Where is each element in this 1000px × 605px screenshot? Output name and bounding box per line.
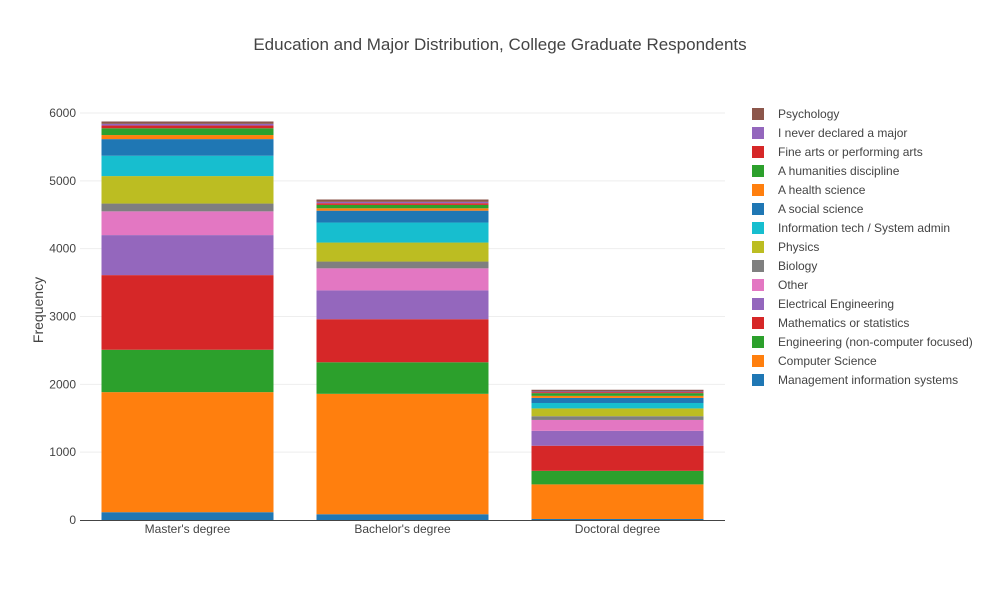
bar-segment xyxy=(101,176,274,204)
bar-segment xyxy=(531,445,704,471)
legend-label: A humanities discipline xyxy=(778,164,900,178)
bar-segment xyxy=(101,392,274,513)
bar-segment xyxy=(531,416,704,420)
legend-swatch xyxy=(752,355,764,367)
bar-segment xyxy=(316,222,489,243)
legend-swatch xyxy=(752,184,764,196)
bar-segment xyxy=(531,391,704,393)
legend-swatch xyxy=(752,336,764,348)
y-tick-label: 0 xyxy=(69,513,76,527)
legend-swatch xyxy=(752,241,764,253)
bar-segment xyxy=(316,393,489,515)
bar-segment xyxy=(101,121,274,124)
y-tick-label: 1000 xyxy=(49,445,76,459)
bar-segment xyxy=(101,155,274,177)
legend-label: Management information systems xyxy=(778,373,958,387)
legend-label: Physics xyxy=(778,240,819,254)
bar-segment xyxy=(316,199,489,202)
legend-swatch xyxy=(752,317,764,329)
bar-segment xyxy=(316,319,489,363)
y-tick-label: 3000 xyxy=(49,310,76,324)
x-tick-label: Master's degree xyxy=(145,522,231,536)
legend-swatch xyxy=(752,222,764,234)
legend-label: Fine arts or performing arts xyxy=(778,145,923,159)
x-tick-label: Doctoral degree xyxy=(575,522,661,536)
legend-label: Other xyxy=(778,278,808,292)
bar-segment xyxy=(531,397,704,403)
bar-segment xyxy=(101,349,274,393)
legend-swatch xyxy=(752,374,764,386)
bar-segment xyxy=(101,135,274,140)
bar-segment xyxy=(531,430,704,446)
legend-label: Engineering (non-computer focused) xyxy=(778,335,973,349)
bar-segment xyxy=(531,393,704,396)
y-tick-label: 5000 xyxy=(49,174,76,188)
legend: Psychology I never declared a major Fine a… xyxy=(752,107,973,387)
y-axis-title: Frequency xyxy=(30,277,46,343)
y-tick-label: 6000 xyxy=(49,106,76,120)
bar-segment xyxy=(316,362,489,394)
legend-label: Mathematics or statistics xyxy=(778,316,909,330)
x-tick-label: Bachelor's degree xyxy=(354,522,451,536)
legend-swatch xyxy=(752,279,764,291)
legend-swatch xyxy=(752,127,764,139)
legend-label: Biology xyxy=(778,259,817,273)
legend-swatch xyxy=(752,108,764,120)
bar-segment xyxy=(101,123,274,126)
bars xyxy=(101,121,704,520)
legend-label: Electrical Engineering xyxy=(778,297,894,311)
bar-segment xyxy=(531,408,704,417)
bar-segment xyxy=(101,203,274,212)
legend-swatch xyxy=(752,203,764,215)
legend-label: A health science xyxy=(778,183,866,197)
y-tick-label: 2000 xyxy=(49,377,76,391)
chart-title: Education and Major Distribution, Colleg… xyxy=(253,35,746,54)
legend-swatch xyxy=(752,146,764,158)
legend-swatch xyxy=(752,165,764,177)
bar-segment xyxy=(316,268,489,291)
legend-label: Computer Science xyxy=(778,354,877,368)
bar-segment xyxy=(531,470,704,485)
legend-label: Psychology xyxy=(778,107,839,121)
bar-segment xyxy=(101,139,274,156)
bar-segment xyxy=(316,203,489,205)
bar-segment xyxy=(101,128,274,136)
bar-segment xyxy=(101,512,274,520)
bar-segment xyxy=(101,275,274,350)
legend-label: I never declared a major xyxy=(778,126,907,140)
legend-label: A social science xyxy=(778,202,864,216)
legend-swatch xyxy=(752,260,764,272)
bar-segment xyxy=(101,211,274,236)
bar-segment xyxy=(316,204,489,209)
bar-segment xyxy=(531,395,704,398)
bar-segment xyxy=(316,201,489,204)
bar-segment xyxy=(316,261,489,269)
bar-segment xyxy=(316,242,489,262)
bar-segment xyxy=(531,389,704,392)
bar-segment xyxy=(101,125,274,129)
legend-label: Information tech / System admin xyxy=(778,221,950,235)
bar-segment xyxy=(316,514,489,520)
bar-segment xyxy=(531,392,704,394)
axes: 0 1000 2000 3000 4000 5000 6000 Master's degree… xyxy=(49,106,725,536)
bar-segment xyxy=(101,235,274,276)
bar-segment xyxy=(531,402,704,409)
bar-segment xyxy=(316,290,489,320)
legend-swatch xyxy=(752,298,764,310)
bar-segment xyxy=(531,518,704,520)
bar-segment xyxy=(316,210,489,223)
bar-segment xyxy=(531,484,704,519)
bar-segment xyxy=(531,419,704,431)
bar-segment xyxy=(316,208,489,211)
y-tick-label: 4000 xyxy=(49,242,76,256)
